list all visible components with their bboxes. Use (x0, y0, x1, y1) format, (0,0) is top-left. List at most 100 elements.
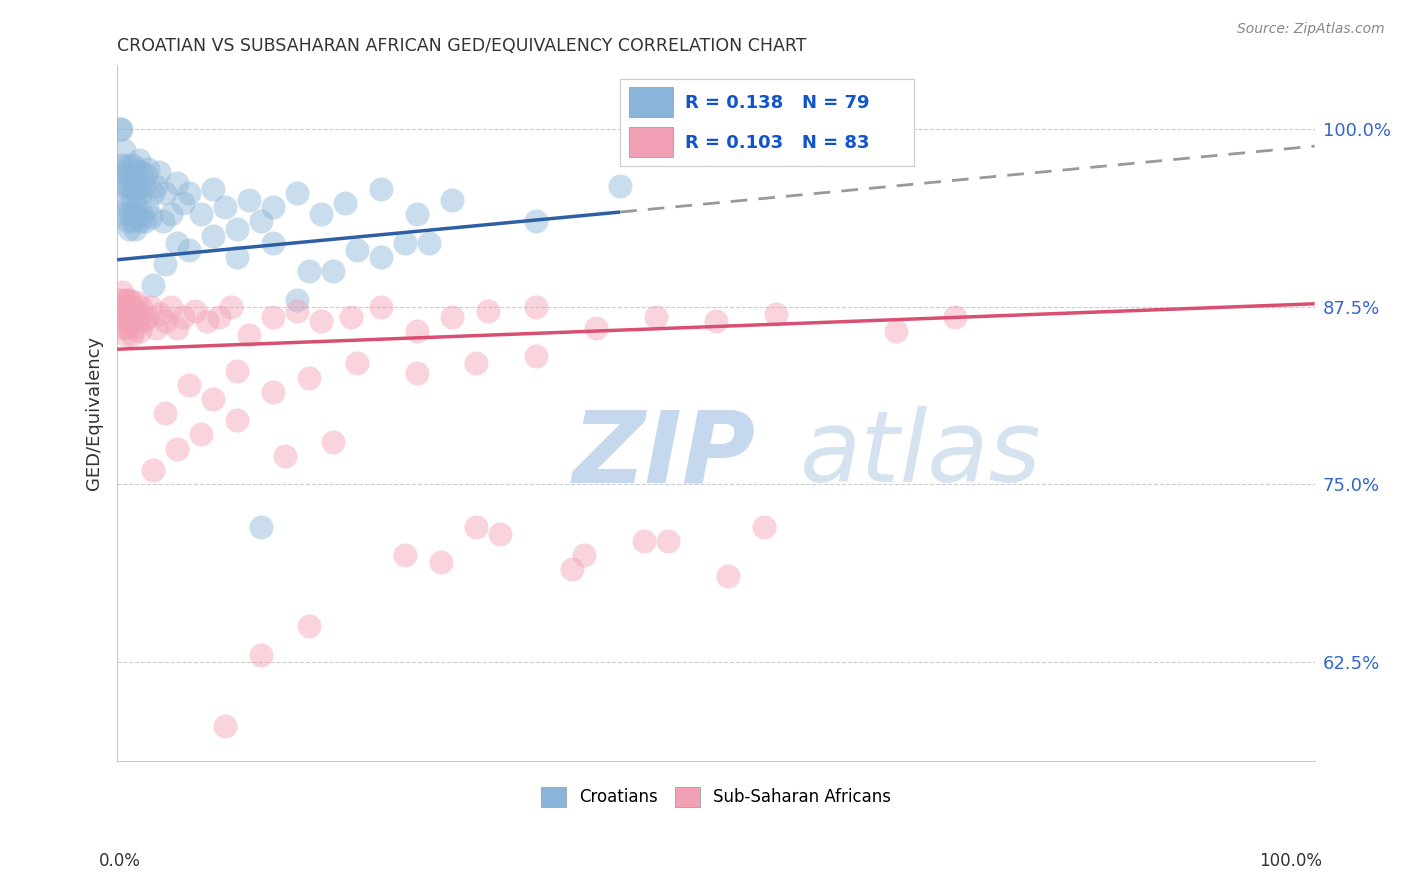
Point (117, 158, 139, 172)
Point (110, 158, 132, 172)
Point (609, 178, 631, 193)
Point (115, 178, 138, 193)
Y-axis label: GED/Equivalency: GED/Equivalency (86, 336, 103, 491)
Point (441, 310, 464, 324)
Point (112, 321, 135, 335)
Point (128, 307, 150, 321)
Point (122, 207, 145, 221)
Point (118, 293, 141, 307)
Point (370, 300, 392, 314)
Point (309, 207, 332, 221)
Point (121, 158, 143, 172)
Point (262, 235, 284, 250)
Point (153, 186, 176, 200)
Point (945, 310, 967, 324)
Point (160, 300, 183, 314)
Point (115, 300, 138, 314)
Point (884, 324, 907, 338)
Point (129, 214, 152, 228)
Point (127, 210, 149, 224)
Point (120, 307, 142, 321)
Point (111, 285, 134, 300)
Legend: Croatians, Sub-Saharan Africans: Croatians, Sub-Saharan Africans (533, 779, 900, 815)
Point (195, 314, 218, 328)
Point (134, 214, 156, 228)
Point (153, 406, 176, 420)
Point (274, 449, 297, 463)
Point (125, 161, 148, 176)
Point (489, 526, 512, 541)
Point (524, 349, 547, 363)
Point (184, 304, 207, 318)
Point (152, 214, 174, 228)
Point (114, 193, 136, 207)
Point (285, 304, 308, 318)
Point (645, 310, 668, 324)
Point (177, 377, 200, 392)
Point (145, 178, 167, 193)
Point (124, 182, 146, 196)
Point (208, 310, 231, 324)
Point (524, 214, 547, 228)
Point (121, 328, 143, 343)
Point (177, 243, 200, 257)
Point (112, 164, 135, 178)
Point (238, 193, 260, 207)
Point (127, 314, 149, 328)
Point (250, 214, 273, 228)
Point (131, 207, 153, 221)
Point (441, 193, 464, 207)
Point (166, 235, 188, 250)
Point (120, 164, 142, 178)
Text: Source: ZipAtlas.com: Source: ZipAtlas.com (1237, 22, 1385, 37)
Point (429, 555, 451, 569)
Point (142, 186, 165, 200)
Point (117, 293, 139, 307)
Point (333, 196, 356, 211)
Point (262, 310, 284, 324)
Point (285, 293, 308, 307)
Point (298, 264, 321, 278)
Point (226, 413, 249, 427)
Point (112, 293, 135, 307)
Point (298, 619, 321, 633)
Point (115, 321, 138, 335)
Point (346, 356, 368, 370)
Point (124, 321, 146, 335)
Point (136, 161, 159, 176)
Point (114, 164, 136, 178)
Point (250, 520, 273, 534)
Point (117, 200, 139, 214)
Point (117, 307, 139, 321)
Point (370, 182, 392, 196)
Point (657, 533, 679, 548)
Point (322, 264, 344, 278)
Point (339, 310, 361, 324)
Point (219, 300, 242, 314)
Point (477, 304, 499, 318)
Point (148, 164, 170, 178)
Point (122, 171, 145, 186)
Point (118, 314, 141, 328)
Point (121, 178, 143, 193)
Point (124, 221, 146, 235)
Point (201, 228, 224, 243)
Point (111, 178, 134, 193)
Point (574, 548, 596, 562)
Point (309, 314, 332, 328)
Point (129, 186, 152, 200)
Point (166, 442, 188, 456)
Point (238, 328, 260, 343)
Point (418, 235, 440, 250)
Point (112, 314, 135, 328)
Point (120, 207, 142, 221)
Point (394, 235, 416, 250)
Point (121, 300, 143, 314)
Point (394, 548, 416, 562)
Point (128, 153, 150, 168)
Point (405, 207, 427, 221)
Point (136, 200, 159, 214)
Point (172, 196, 194, 211)
Point (405, 367, 427, 381)
Point (262, 200, 284, 214)
